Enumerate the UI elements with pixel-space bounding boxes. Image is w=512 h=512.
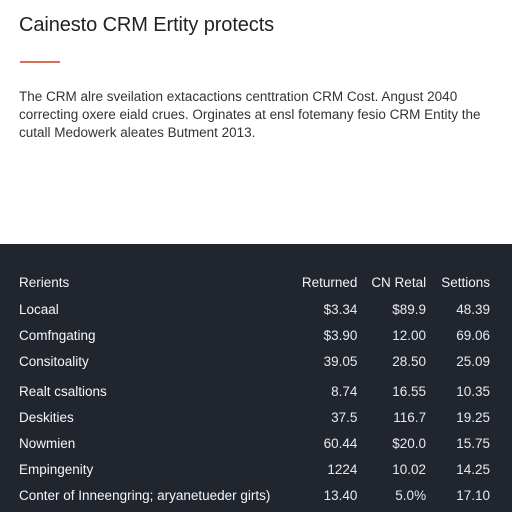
table-cell: 8.74 — [331, 383, 358, 399]
table-cell: 10.02 — [392, 461, 427, 477]
table-cell: $3.90 — [323, 327, 358, 343]
row-label: Locaal — [19, 301, 59, 317]
table-row: Comfngating $3.90 12.00 69.06 — [0, 322, 512, 348]
table-row: Consitoality 39.05 28.50 25.09 — [0, 348, 512, 374]
table-row: Empingenity 1224 10.02 14.25 — [0, 456, 512, 482]
row-label: Empingenity — [19, 461, 94, 477]
column-header: Settions — [441, 274, 490, 290]
column-header: Returned — [301, 274, 358, 290]
table-row: Conter of Inneengring; aryanetueder girt… — [0, 482, 512, 508]
table-cell: 37.5 — [331, 409, 358, 425]
row-label: Realt csaltions — [19, 383, 107, 399]
table-cell: 12.00 — [392, 327, 427, 343]
table-row: Deskities 37.5 116.7 19.25 — [0, 404, 512, 430]
data-table-panel: Rerients Returned CN Retal Settions Loca… — [0, 244, 512, 512]
table-cell: 48.39 — [456, 301, 490, 317]
table-header-row: Rerients Returned CN Retal Settions — [0, 268, 512, 296]
table-cell: 17.10 — [456, 487, 490, 503]
table-row: Locaal $3.34 $89.9 48.39 — [0, 296, 512, 322]
table-row: Nowmien 60.44 $20.0 15.75 — [0, 430, 512, 456]
intro-paragraph: The CRM alre sveilation extacactions cen… — [19, 88, 497, 142]
table-cell: 19.25 — [456, 409, 490, 425]
column-header: Rerients — [19, 274, 70, 290]
intro-line: The CRM alre sveilation extacactions cen… — [19, 89, 458, 104]
table-cell: 116.7 — [393, 409, 427, 425]
table-cell: 69.06 — [456, 327, 490, 343]
table-cell: $3.34 — [323, 301, 358, 317]
title-accent-rule — [20, 61, 60, 63]
table-cell: 5.0% — [395, 487, 427, 503]
row-label: Nowmien — [19, 435, 76, 451]
data-table: Rerients Returned CN Retal Settions Loca… — [0, 268, 512, 508]
row-label: Consitoality — [19, 353, 89, 369]
table-cell: 13.40 — [323, 487, 358, 503]
table-cell: 15.75 — [456, 435, 490, 451]
table-cell: 14.25 — [456, 461, 490, 477]
table-cell: 10.35 — [456, 383, 490, 399]
row-label: Deskities — [19, 409, 74, 425]
table-cell: 16.55 — [392, 383, 427, 399]
table-cell: 39.05 — [323, 353, 358, 369]
table-cell: $20.0 — [392, 435, 427, 451]
table-cell: 60.44 — [323, 435, 358, 451]
intro-line: correcting oxere eiald crues. Orginates … — [19, 107, 481, 122]
table-cell: 28.50 — [392, 353, 427, 369]
table-cell: 25.09 — [456, 353, 490, 369]
page-title: Cainesto CRM Ertity protects — [19, 14, 275, 36]
table-cell: $89.9 — [392, 301, 427, 317]
column-header: CN Retal — [371, 274, 427, 290]
table-cell: 1224 — [327, 461, 358, 477]
row-label: Conter of Inneengring; aryanetueder girt… — [19, 487, 271, 503]
table-row: Realt csaltions 8.74 16.55 10.35 — [0, 374, 512, 404]
intro-line: cutall Medowerk aleates Butment 2013. — [19, 125, 256, 140]
row-label: Comfngating — [19, 327, 96, 343]
